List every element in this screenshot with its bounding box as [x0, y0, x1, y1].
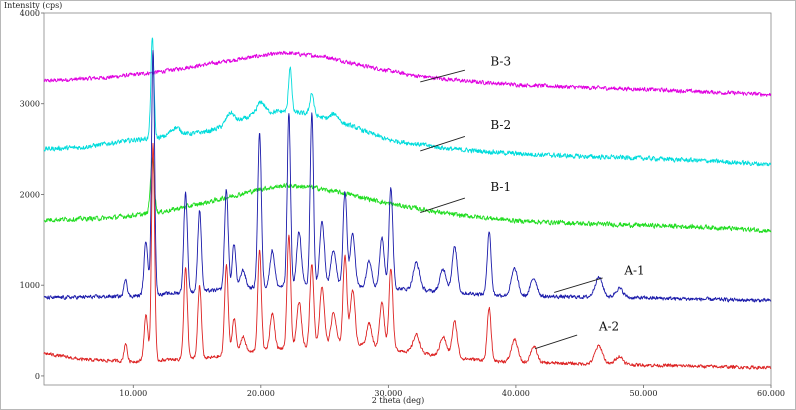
series-label-b-1: B-1 [490, 180, 511, 194]
y-axis-label: Intensity (cps) [4, 1, 63, 10]
series-label-a-2: A-2 [598, 320, 619, 334]
x-tick-label: 50.000 [629, 389, 657, 398]
x-tick-label: 40.000 [502, 389, 530, 398]
y-tick-label: 2000 [20, 190, 40, 199]
series-pointer-b-1 [420, 197, 466, 214]
series-line-b-1 [43, 157, 772, 234]
series-line-b-3 [43, 50, 772, 97]
series-line-a-1 [43, 50, 772, 303]
y-tick-label: 3000 [20, 100, 40, 109]
series-label-b-2: B-2 [490, 118, 511, 132]
y-tick-label: 0 [35, 372, 40, 381]
series-label-a-1: A-1 [623, 263, 644, 277]
series-label-b-3: B-3 [490, 55, 511, 69]
y-tick-label: 4000 [20, 9, 40, 18]
x-axis-label: 2 theta (deg) [371, 396, 425, 405]
plot-area-border [43, 12, 772, 386]
series-pointer-b-2 [420, 135, 466, 152]
x-tick-label: 30.000 [374, 389, 402, 398]
x-tick-label: 20.000 [247, 389, 275, 398]
series-pointer-a-2 [534, 334, 578, 350]
series-line-b-2 [43, 37, 772, 167]
series-pointer-b-3 [420, 69, 466, 83]
series-pointer-a-1 [554, 277, 603, 293]
x-tick-label: 60.000 [757, 389, 785, 398]
y-tick-label: 1000 [20, 281, 40, 290]
series-line-a-2 [43, 142, 772, 370]
x-tick-label: 10.000 [119, 389, 147, 398]
